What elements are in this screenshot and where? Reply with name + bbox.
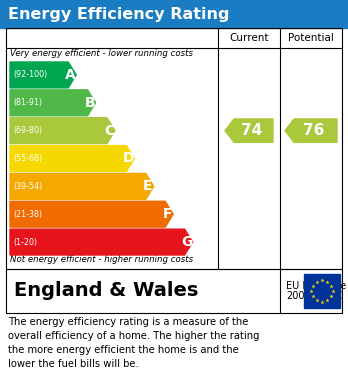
Text: (81-91): (81-91) [13,98,42,107]
Polygon shape [10,201,173,227]
Polygon shape [10,174,154,199]
Polygon shape [10,118,115,143]
Text: (39-54): (39-54) [13,182,42,191]
Bar [6,269,342,313]
Text: (1-20): (1-20) [13,238,37,247]
Text: F: F [163,207,172,221]
Polygon shape [10,62,76,88]
Text: A: A [65,68,76,82]
Text: Not energy efficient - higher running costs: Not energy efficient - higher running co… [10,255,193,264]
Polygon shape [10,145,134,171]
Text: 2002/91/EC: 2002/91/EC [286,291,342,301]
Polygon shape [10,90,96,116]
Text: 76: 76 [303,123,325,138]
Text: D: D [122,151,134,165]
Text: (69-80): (69-80) [13,126,42,135]
Text: Current: Current [229,33,269,43]
Text: The energy efficiency rating is a measure of the
overall efficiency of a home. T: The energy efficiency rating is a measur… [8,317,260,369]
Text: EU Directive: EU Directive [286,281,346,291]
Text: (21-38): (21-38) [13,210,42,219]
Text: England & Wales: England & Wales [14,282,198,301]
Text: Very energy efficient - lower running costs: Very energy efficient - lower running co… [10,49,193,58]
Text: Potential: Potential [288,33,334,43]
Text: 74: 74 [242,123,263,138]
Bar [304,274,340,308]
Bar [0,0,348,28]
Text: (92-100): (92-100) [13,70,47,79]
Text: B: B [84,96,95,110]
Polygon shape [225,119,273,142]
Bar [6,28,342,269]
Polygon shape [285,119,337,142]
Polygon shape [10,229,192,255]
Text: Energy Efficiency Rating: Energy Efficiency Rating [8,7,229,22]
Text: C: C [104,124,114,138]
Text: G: G [181,235,192,249]
Text: E: E [143,179,152,194]
Text: (55-68): (55-68) [13,154,42,163]
